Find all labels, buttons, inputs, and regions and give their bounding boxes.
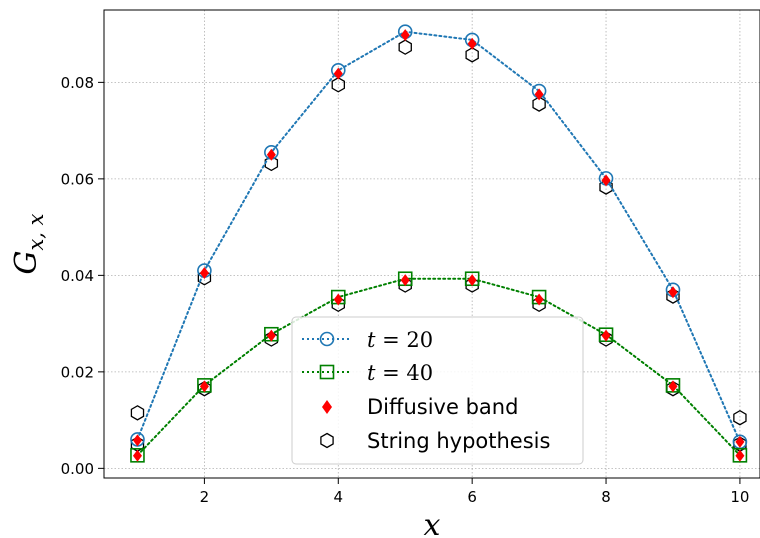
x-tick-label: 2: [200, 488, 210, 506]
point-diffusive-band: [333, 293, 343, 306]
legend-label-t40: t = 40: [367, 361, 433, 385]
y-axis-label-subscript: x, x: [24, 213, 48, 250]
point-diffusive-band: [333, 67, 343, 80]
y-axis-label-main: G: [9, 251, 44, 275]
axis-ticks: 2 4 6 8 10 0.00 0.02 0.04 0.06 0.08: [61, 74, 750, 506]
plot-area-frame: [103, 9, 760, 479]
point-diffusive-band: [601, 329, 611, 342]
series-layer: [130, 24, 748, 463]
point-diffusive-band: [266, 329, 276, 342]
point-diffusive-band: [735, 435, 745, 448]
legend-label-diffusive: Diffusive band: [367, 395, 518, 419]
legend-marker-square: [319, 364, 335, 380]
point-string-hypothesis: [599, 179, 613, 195]
point-string-hypothesis: [398, 39, 412, 55]
point-diffusive-band: [199, 266, 209, 279]
legend-label-t20: t = 20: [367, 328, 433, 352]
legend-label-string: String hypothesis: [367, 429, 550, 453]
y-tick-label: 0.08: [61, 74, 94, 92]
legend: t = 20 t = 40 Diffusive band String hypo…: [291, 316, 584, 465]
point-diffusive-band: [132, 434, 142, 447]
point-diffusive-band: [199, 380, 209, 393]
legend-label-t20-rest: = 20: [375, 328, 433, 352]
point-diffusive-band: [668, 286, 678, 299]
x-tick-label: 8: [601, 488, 611, 506]
point-diffusive-band: [467, 274, 477, 287]
point-diffusive-band: [668, 380, 678, 393]
point-diffusive-band: [132, 449, 142, 462]
legend-box: [291, 316, 584, 465]
legend-entry-t40: t = 40: [302, 361, 433, 385]
y-axis-label: Gx, x: [9, 213, 48, 274]
y-tick-label: 0.00: [61, 460, 94, 478]
point-diffusive-band: [735, 449, 745, 462]
legend-marker-hexagon: [320, 432, 334, 449]
point-diffusive-band: [601, 174, 611, 187]
point-t40: [130, 448, 145, 463]
point-t40: [732, 448, 748, 463]
point-string-hypothesis: [733, 409, 747, 426]
point-diffusive-band: [534, 88, 544, 101]
point-string-hypothesis: [130, 405, 145, 421]
point-string-hypothesis: [331, 77, 346, 93]
legend-label-t40-rest: = 40: [375, 361, 433, 385]
point-diffusive-band: [534, 293, 544, 306]
point-diffusive-band: [266, 148, 276, 161]
y-tick-label: 0.04: [61, 267, 94, 285]
x-tick-label: 6: [467, 488, 477, 506]
legend-marker-diamond: [322, 400, 332, 414]
point-diffusive-band: [467, 37, 477, 50]
legend-entry-t20: t = 20: [302, 328, 433, 352]
point-diffusive-band: [400, 29, 410, 42]
point-string-hypothesis: [264, 155, 279, 172]
point-string-hypothesis: [465, 47, 479, 63]
x-axis-label: x: [424, 508, 441, 538]
legend-entry-diffusive: Diffusive band: [322, 395, 518, 419]
x-tick-label: 4: [334, 488, 344, 506]
y-tick-label: 0.06: [61, 170, 94, 188]
legend-label-t40-var: t: [367, 361, 376, 385]
y-tick-label: 0.02: [61, 363, 94, 381]
point-diffusive-band: [400, 274, 410, 287]
series-line-t40: [136, 277, 741, 457]
legend-entry-string: String hypothesis: [320, 429, 550, 453]
x-tick-label: 10: [730, 488, 749, 506]
legend-label-t20-var: t: [367, 328, 376, 352]
legend-marker-circle: [319, 331, 335, 347]
series-line-t20: [136, 30, 741, 443]
point-string-hypothesis: [532, 96, 546, 112]
